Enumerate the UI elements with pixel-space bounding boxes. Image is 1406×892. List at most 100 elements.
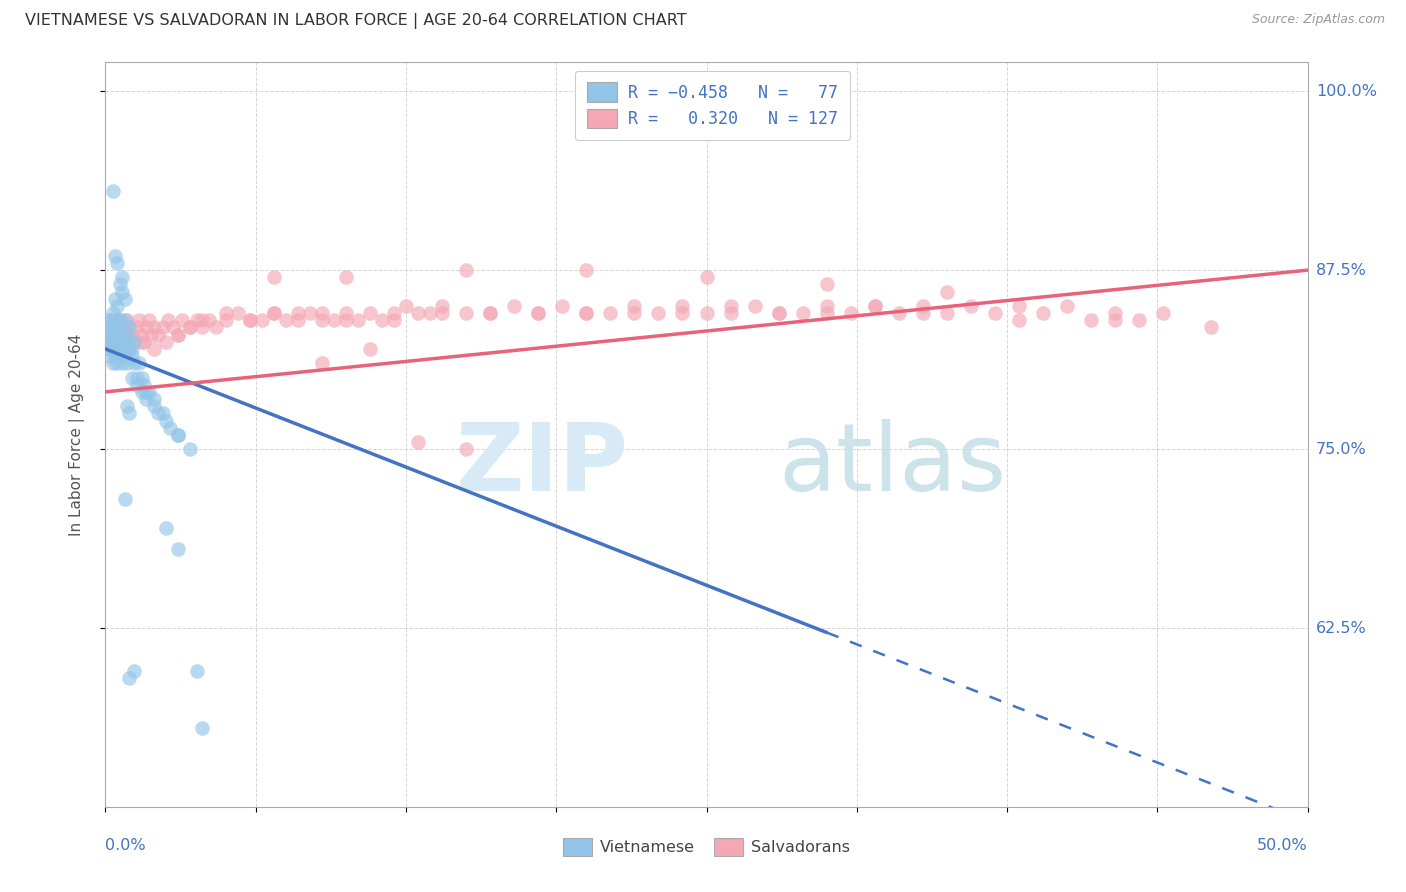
Point <box>128 313 150 327</box>
Point <box>623 306 645 320</box>
Point <box>97 327 120 342</box>
Point <box>335 306 357 320</box>
Point <box>98 349 121 363</box>
Legend: Vietnamese, Salvadorans: Vietnamese, Salvadorans <box>557 831 856 863</box>
Point <box>104 292 127 306</box>
Point <box>419 306 441 320</box>
Point <box>190 313 212 327</box>
Point <box>815 277 838 292</box>
Point <box>104 327 127 342</box>
Point <box>114 313 136 327</box>
Point <box>148 406 170 420</box>
Point <box>118 406 141 420</box>
Point <box>142 320 165 334</box>
Point <box>97 334 120 349</box>
Point <box>142 342 165 356</box>
Point <box>118 320 141 334</box>
Text: 87.5%: 87.5% <box>1316 262 1367 277</box>
Point <box>131 370 153 384</box>
Point <box>111 342 134 356</box>
Point <box>1201 320 1223 334</box>
Point <box>863 299 886 313</box>
Point <box>156 313 179 327</box>
Point <box>936 285 959 299</box>
Point <box>599 306 621 320</box>
Point <box>121 349 143 363</box>
Text: 50.0%: 50.0% <box>1257 838 1308 853</box>
Point <box>121 327 143 342</box>
Point <box>152 406 174 420</box>
Point <box>1104 313 1126 327</box>
Point <box>406 306 429 320</box>
Point <box>108 349 131 363</box>
Point <box>1008 313 1031 327</box>
Point <box>107 342 129 356</box>
Point <box>430 299 453 313</box>
Point <box>115 356 138 370</box>
Point <box>107 320 129 334</box>
Point <box>720 306 742 320</box>
Point <box>114 292 136 306</box>
Point <box>155 334 177 349</box>
Point <box>768 306 790 320</box>
Point <box>155 521 177 535</box>
Point <box>186 664 208 678</box>
Point <box>911 306 934 320</box>
Point <box>647 306 669 320</box>
Text: atlas: atlas <box>779 418 1007 510</box>
Point <box>166 542 188 557</box>
Point <box>115 342 138 356</box>
Point <box>671 306 693 320</box>
Point <box>108 313 131 327</box>
Point <box>101 185 124 199</box>
Point <box>1152 306 1174 320</box>
Point <box>768 306 790 320</box>
Point <box>395 299 418 313</box>
Point <box>166 327 188 342</box>
Point <box>1008 299 1031 313</box>
Point <box>406 435 429 450</box>
Point <box>250 313 273 327</box>
Point <box>125 370 148 384</box>
Point <box>263 270 285 285</box>
Point <box>124 334 146 349</box>
Point <box>887 306 910 320</box>
Point <box>190 722 212 736</box>
Point <box>298 306 321 320</box>
Point <box>115 313 138 327</box>
Point <box>263 306 285 320</box>
Point <box>274 313 297 327</box>
Point <box>239 313 262 327</box>
Point <box>131 384 153 399</box>
Point <box>430 306 453 320</box>
Point <box>214 306 236 320</box>
Point <box>107 256 129 270</box>
Point <box>1080 313 1102 327</box>
Point <box>359 306 381 320</box>
Text: 0.0%: 0.0% <box>105 838 146 853</box>
Point <box>382 306 405 320</box>
Point <box>311 306 333 320</box>
Point <box>98 320 121 334</box>
Point <box>371 313 394 327</box>
Point <box>179 320 201 334</box>
Point <box>131 334 153 349</box>
Point <box>575 263 598 277</box>
Point <box>107 342 129 356</box>
Point <box>98 313 121 327</box>
Point <box>97 327 120 342</box>
Point <box>114 320 136 334</box>
Text: VIETNAMESE VS SALVADORAN IN LABOR FORCE | AGE 20-64 CORRELATION CHART: VIETNAMESE VS SALVADORAN IN LABOR FORCE … <box>25 13 688 29</box>
Point <box>226 306 249 320</box>
Point <box>108 327 131 342</box>
Point <box>984 306 1007 320</box>
Point <box>114 492 136 507</box>
Point <box>527 306 550 320</box>
Point <box>551 299 574 313</box>
Point <box>172 313 194 327</box>
Point <box>107 356 129 370</box>
Point <box>101 327 124 342</box>
Point <box>263 306 285 320</box>
Point <box>104 342 127 356</box>
Point <box>179 320 201 334</box>
